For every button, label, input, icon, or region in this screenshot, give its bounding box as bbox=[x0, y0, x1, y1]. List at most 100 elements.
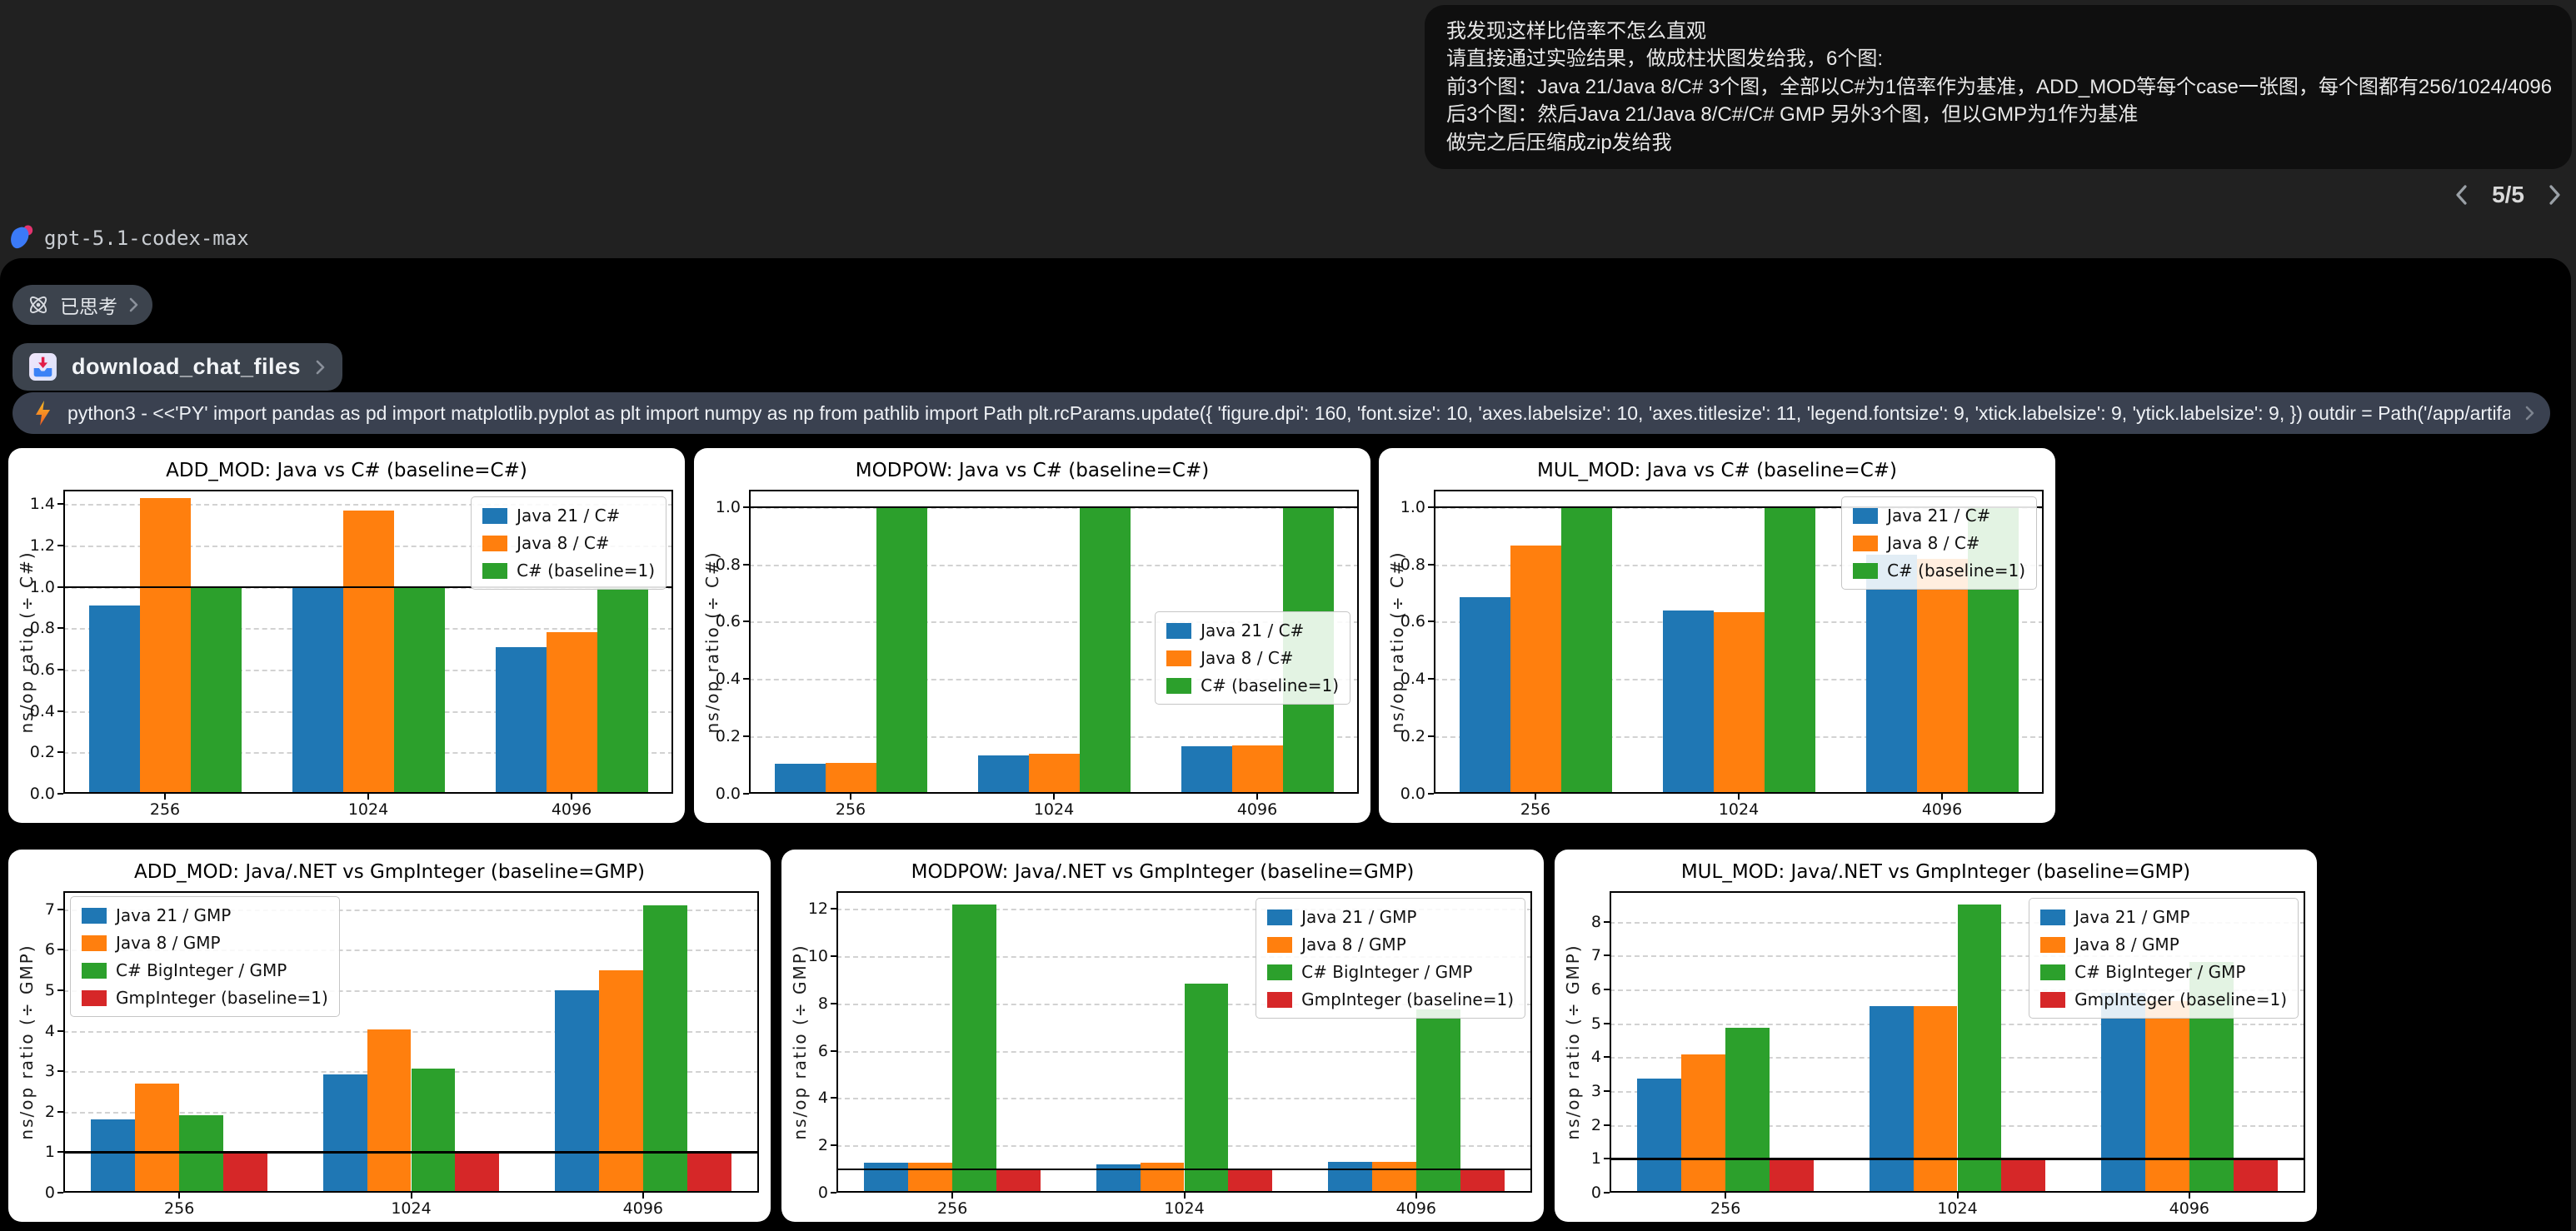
y-tick-mark bbox=[57, 586, 63, 588]
y-tick-label: 0.6 bbox=[29, 660, 55, 680]
y-axis-label: ns/op ratio (÷ GMP) bbox=[1563, 944, 1583, 1140]
chart-card-mulmod-gmp: MUL_MOD: Java/.NET vs GmpInteger (baseli… bbox=[1555, 850, 2317, 1222]
bar-gmpinteger-baseline-1--256 bbox=[996, 1169, 1041, 1193]
y-tick-mark bbox=[57, 1110, 63, 1113]
legend-label: GmpInteger (baseline=1) bbox=[116, 988, 328, 1008]
bar-c-biginteger-gmp-1024 bbox=[411, 1069, 456, 1193]
x-tick-mark bbox=[178, 1193, 181, 1199]
pagination: 5/5 bbox=[2454, 178, 2563, 212]
y-tick-mark bbox=[1604, 1056, 1610, 1059]
chart-title: MUL_MOD: Java/.NET vs GmpInteger (baseli… bbox=[1680, 861, 2191, 883]
legend-item: Java 8 / GMP bbox=[1267, 934, 1514, 954]
bar-java-8-gmp-1024 bbox=[367, 1029, 412, 1193]
legend-swatch bbox=[1166, 677, 1192, 694]
y-tick-label: 5 bbox=[44, 981, 55, 1000]
y-axis-label: ns/op ratio (÷ C#) bbox=[702, 550, 722, 734]
legend-label: C# BigInteger / GMP bbox=[116, 960, 287, 980]
thought-badge[interactable]: 已思考 bbox=[12, 285, 152, 325]
next-page-icon[interactable] bbox=[2546, 182, 2563, 207]
bar-java-8-gmp-4096 bbox=[1371, 1162, 1416, 1193]
x-tick-label: 1024 bbox=[391, 1199, 432, 1218]
legend-label: C# (baseline=1) bbox=[1887, 561, 2025, 581]
y-tick-mark bbox=[1604, 1124, 1610, 1126]
bar-gmpinteger-baseline-1--4096 bbox=[686, 1152, 731, 1193]
legend-swatch bbox=[1166, 650, 1192, 666]
x-tick-mark bbox=[1956, 1193, 1959, 1199]
x-tick-label: 256 bbox=[149, 800, 181, 819]
legend-label: Java 21 / GMP bbox=[116, 905, 232, 925]
y-tick-label: 0.6 bbox=[1400, 612, 1425, 631]
y-tick-mark bbox=[743, 620, 749, 623]
legend-swatch bbox=[2040, 991, 2066, 1008]
x-tick-label: 256 bbox=[164, 1199, 195, 1218]
bar-java-8-gmp-4096 bbox=[598, 969, 643, 1193]
legend-item: Java 21 / GMP bbox=[1267, 907, 1514, 927]
bar-java-21-c--4096 bbox=[495, 646, 547, 794]
download-chat-files-button[interactable]: download_chat_files bbox=[12, 343, 343, 391]
bar-c-biginteger-gmp-4096 bbox=[642, 905, 687, 1193]
legend: Java 21 / C# Java 8 / C# C# (baseline=1) bbox=[1155, 611, 1350, 705]
y-tick-mark bbox=[57, 669, 63, 671]
y-tick-mark bbox=[57, 503, 63, 506]
bar-c-biginteger-gmp-4096 bbox=[1415, 1009, 1460, 1193]
y-tick-label: 12 bbox=[807, 900, 828, 919]
y-tick-label: 1.4 bbox=[29, 495, 55, 514]
y-tick-mark bbox=[1604, 988, 1610, 990]
y-tick-label: 1.0 bbox=[1400, 497, 1425, 516]
bar-c-baseline-1--256 bbox=[1560, 506, 1612, 794]
legend-item: Java 8 / C# bbox=[1853, 533, 2025, 553]
bar-c-biginteger-gmp-256 bbox=[952, 904, 997, 1193]
x-tick-label: 256 bbox=[835, 800, 866, 819]
x-tick-label: 4096 bbox=[1236, 800, 1278, 819]
prev-page-icon[interactable] bbox=[2454, 182, 2470, 207]
y-tick-mark bbox=[1428, 506, 1434, 508]
y-tick-label: 4 bbox=[44, 1021, 55, 1040]
y-tick-mark bbox=[57, 793, 63, 795]
legend-swatch bbox=[1853, 562, 1879, 579]
x-tick-mark bbox=[642, 1193, 644, 1199]
bar-java-8-gmp-256 bbox=[1681, 1054, 1726, 1193]
bar-gmpinteger-baseline-1--256 bbox=[223, 1152, 267, 1193]
legend-label: Java 21 / C# bbox=[1201, 620, 1305, 640]
chart-title: MUL_MOD: Java vs C# (baseline=C#) bbox=[1536, 460, 1898, 481]
y-tick-label: 0.4 bbox=[29, 701, 55, 720]
baseline-line bbox=[1610, 1158, 2305, 1160]
legend-swatch bbox=[1853, 507, 1879, 524]
x-tick-label: 256 bbox=[1710, 1199, 1741, 1218]
user-message-line: 前3个图：Java 21/Java 8/C# 3个图，全部以C#为1倍率作为基准… bbox=[1446, 75, 2553, 98]
bar-c-biginteger-gmp-256 bbox=[179, 1114, 224, 1193]
legend-item: GmpInteger (baseline=1) bbox=[82, 988, 328, 1008]
bar-c-biginteger-gmp-256 bbox=[1725, 1027, 1770, 1193]
bar-java-21-gmp-1024 bbox=[1869, 1006, 1914, 1193]
legend-label: Java 8 / GMP bbox=[1301, 934, 1406, 954]
user-message-line: 我发现这样比倍率不怎么直观 bbox=[1446, 20, 1706, 42]
x-tick-label: 4096 bbox=[622, 1199, 663, 1218]
y-tick-label: 0.2 bbox=[1400, 727, 1425, 746]
legend-item: Java 21 / GMP bbox=[82, 905, 328, 925]
x-tick-mark bbox=[850, 794, 851, 800]
y-tick-label: 0 bbox=[1590, 1184, 1601, 1202]
legend: Java 21 / GMP Java 8 / GMP C# BigInteger /… bbox=[70, 896, 340, 1017]
y-tick-label: 1 bbox=[1590, 1149, 1601, 1169]
y-tick-label: 0 bbox=[44, 1184, 55, 1202]
legend-item: Java 21 / C# bbox=[1166, 620, 1339, 640]
legend-swatch bbox=[82, 989, 107, 1006]
y-axis-label: ns/op ratio (÷ C#) bbox=[1387, 550, 1407, 734]
baseline-line bbox=[836, 1168, 1532, 1170]
bar-java-21-gmp-4096 bbox=[2101, 993, 2145, 1193]
x-tick-mark bbox=[1941, 794, 1943, 800]
bar-java-8-gmp-256 bbox=[908, 1162, 953, 1193]
bar-c-baseline-1--1024 bbox=[1764, 506, 1815, 794]
y-tick-label: 2 bbox=[1590, 1115, 1601, 1134]
command-bar[interactable]: python3 - <<'PY' import pandas as pd imp… bbox=[12, 392, 2550, 434]
legend-swatch bbox=[1267, 991, 1293, 1008]
x-tick-label: 1024 bbox=[1164, 1199, 1205, 1218]
lightning-icon bbox=[36, 401, 50, 426]
legend-label: Java 8 / GMP bbox=[116, 933, 221, 953]
chart-title: MODPOW: Java/.NET vs GmpInteger (baselin… bbox=[911, 861, 1415, 883]
y-tick-mark bbox=[57, 1029, 63, 1032]
y-tick-label: 2 bbox=[44, 1102, 55, 1121]
baseline-line bbox=[749, 506, 1359, 509]
y-tick-label: 1.0 bbox=[29, 577, 55, 596]
x-tick-label: 1024 bbox=[1937, 1199, 1978, 1218]
